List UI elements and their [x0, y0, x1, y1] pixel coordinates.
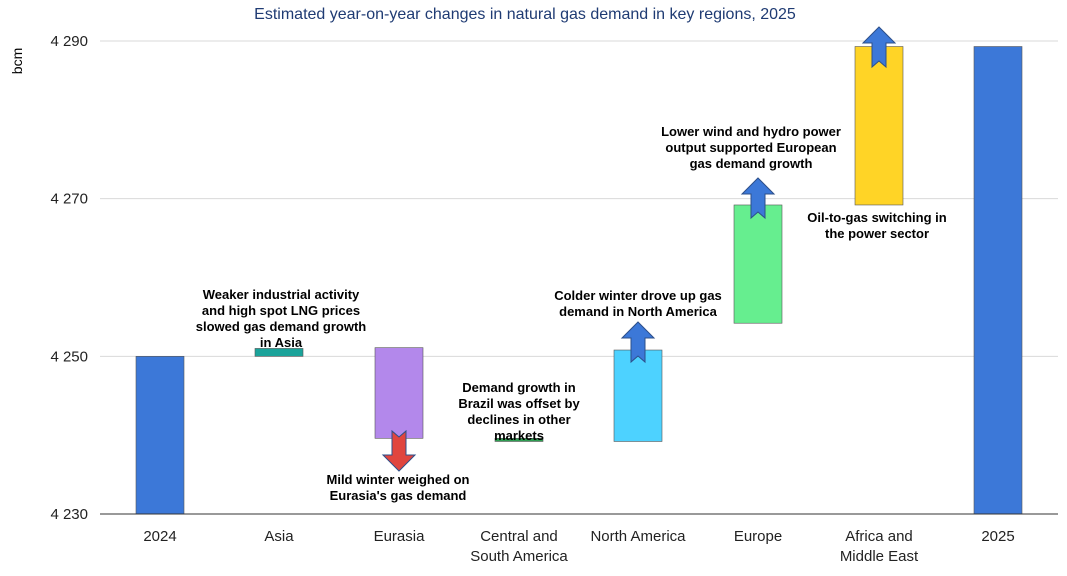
annotation-text: markets — [494, 428, 544, 443]
y-tick-label: 4 290 — [50, 33, 88, 50]
x-tick-label: 2024 — [143, 528, 176, 545]
bar-eurasia — [374, 347, 424, 439]
annotation-text: declines in other — [467, 412, 570, 427]
annotation-text: Oil-to-gas switching in — [807, 210, 946, 225]
bar-2024 — [135, 356, 185, 515]
annotation-text: and high spot LNG prices — [202, 303, 360, 318]
annotation-text: Demand growth in — [462, 380, 575, 395]
annotation-text: gas demand growth — [690, 156, 813, 171]
annotation-text: slowed gas demand growth — [196, 319, 367, 334]
y-tick-label: 4 270 — [50, 191, 88, 208]
arrow-down-icon — [381, 429, 417, 472]
annotation-text: Mild winter weighed on — [327, 472, 470, 487]
arrow-up-icon — [861, 26, 897, 69]
x-tick-label: 2025 — [981, 528, 1014, 545]
bar-2025 — [973, 46, 1023, 515]
arrows — [381, 26, 897, 472]
annotation-text: Lower wind and hydro power — [661, 124, 841, 139]
y-tick-label: 4 250 — [50, 348, 88, 365]
annotation-text: the power sector — [825, 226, 929, 241]
annotation-text: Eurasia's gas demand — [330, 488, 467, 503]
x-tick-label: Central and — [480, 528, 558, 545]
annotation-text: Colder winter drove up gas — [554, 288, 722, 303]
y-tick-label: 4 230 — [50, 506, 88, 523]
annotation-text: Brazil was offset by — [458, 396, 580, 411]
x-tick-label: Africa and — [845, 528, 913, 545]
bar-central-and-south-america — [494, 438, 544, 442]
y-tick-labels: 4 230 4 250 4 270 4 290 — [50, 33, 88, 523]
annotation-text: output supported European — [665, 140, 836, 155]
x-tick-label: Asia — [264, 528, 294, 545]
x-tick-label: North America — [590, 528, 686, 545]
arrow-up-icon — [740, 177, 776, 220]
annotation-text: demand in North America — [559, 304, 717, 319]
y-axis-label: bcm — [9, 48, 25, 74]
x-tick-labels: 2024 Asia Eurasia Central and South America N… — [143, 528, 1014, 565]
bar-europe — [733, 204, 783, 324]
x-tick-label: Europe — [734, 528, 782, 545]
x-tick-label: Eurasia — [374, 528, 426, 545]
x-tick-label: South America — [470, 548, 568, 565]
arrow-up-icon — [620, 321, 656, 364]
bars — [135, 46, 1023, 515]
bar-north-america — [613, 349, 663, 442]
x-tick-label: Middle East — [840, 548, 919, 565]
bar-africa-and-middle-east — [854, 46, 904, 206]
annotation-text: Weaker industrial activity — [203, 287, 360, 302]
annotation-text: in Asia — [260, 335, 303, 350]
chart-title: Estimated year-on-year changes in natura… — [254, 6, 796, 23]
bar-asia — [254, 348, 304, 357]
